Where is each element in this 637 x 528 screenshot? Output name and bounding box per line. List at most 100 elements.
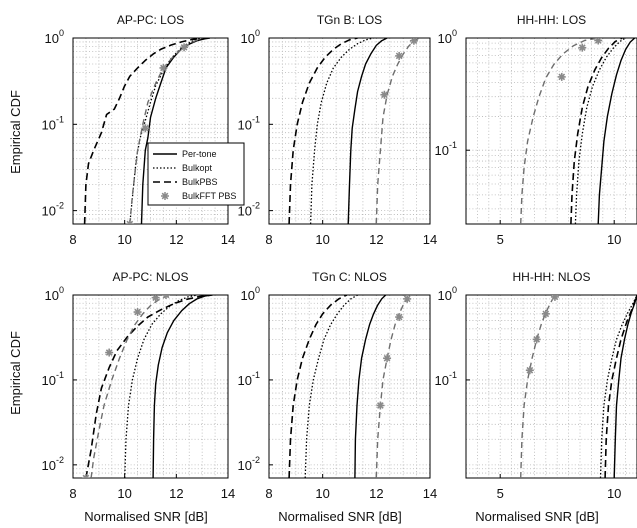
series-bulkpbs-line <box>570 38 623 224</box>
panel-title: AP-PC: NLOS <box>112 270 188 284</box>
series-bulkpbs-line <box>85 295 213 478</box>
x-tick-label: 10 <box>315 486 329 501</box>
x-tick-label: 14 <box>221 486 235 501</box>
panel-title: TGn C: NLOS <box>312 270 387 284</box>
y-tick-label: 10-2 <box>42 201 64 219</box>
axes-frame <box>465 294 637 479</box>
grid <box>73 38 228 224</box>
series-bulkpbs-line <box>288 38 358 224</box>
y-tick-label: 10-1 <box>435 140 457 158</box>
legend-label: Per-tone <box>182 149 217 159</box>
series-bulkfft-pbs-line <box>520 295 556 478</box>
panel-title: TGn B: LOS <box>317 13 382 27</box>
y-tick-label: 10-1 <box>42 370 64 388</box>
series-bulkfft-pbs-line <box>129 38 203 224</box>
x-tick-label: 12 <box>369 486 383 501</box>
x-tick-label: 14 <box>221 232 235 247</box>
y-tick-label: 100 <box>241 285 260 303</box>
panel-title: AP-PC: LOS <box>117 13 184 27</box>
x-axis-label-1: Normalised SNR [dB] <box>84 509 208 524</box>
bulkfft-pbs-marker <box>376 401 385 410</box>
series-bulkfft-pbs-line <box>375 38 420 224</box>
legend-item: Bulkopt <box>153 163 213 173</box>
series-bulkfft-pbs-line <box>375 295 412 478</box>
series-bulkopt-line <box>124 295 198 478</box>
grid <box>269 295 430 478</box>
y-tick-label: 10-1 <box>238 114 260 132</box>
x-tick-label: 10 <box>117 486 131 501</box>
panel-1: AP-PC: LOS 8 10 12 14 10-2 10-1 100 <box>42 13 236 247</box>
x-tick-label: 10 <box>607 486 621 501</box>
panel-title: HH-HH: NLOS <box>512 270 590 284</box>
legend-marker <box>161 192 169 200</box>
y-tick-label: 10-2 <box>42 455 64 473</box>
x-tick-label: 10 <box>607 232 621 247</box>
bulkfft-pbs-marker <box>395 51 404 60</box>
bulkfft-pbs-marker <box>125 220 134 224</box>
x-tick-label: 8 <box>69 232 76 247</box>
bulkfft-pbs-marker <box>162 295 170 299</box>
bulkfft-pbs-marker <box>383 354 392 363</box>
axes-frame <box>268 294 431 479</box>
legend: Per-tone Bulkopt BulkPBS BulkFFT PBS <box>147 142 245 206</box>
bulkfft-pbs-marker <box>541 309 550 318</box>
bulkfft-pbs-marker <box>380 90 389 99</box>
series-bulkfft-pbs-line <box>520 38 599 224</box>
x-tick-label: 10 <box>315 232 329 247</box>
y-axis-label-top: Empirical CDF <box>8 90 23 174</box>
x-tick-label: 14 <box>423 232 437 247</box>
series-per-tone-line <box>152 295 212 478</box>
legend-label: Bulkopt <box>182 163 213 173</box>
series-bulkopt-line <box>309 38 374 224</box>
x-tick-label: 5 <box>497 486 504 501</box>
x-tick-label: 12 <box>169 486 183 501</box>
x-tick-label: 12 <box>369 232 383 247</box>
bulkfft-pbs-marker <box>141 124 150 133</box>
x-tick-label: 5 <box>497 232 504 247</box>
bulkfft-pbs-marker <box>532 335 541 344</box>
axes-frame <box>72 37 229 225</box>
series-bulkopt-line <box>599 295 637 478</box>
y-axis-label-bottom: Empirical CDF <box>8 331 23 415</box>
y-tick-label: 100 <box>45 28 64 46</box>
bulkfft-pbs-marker <box>180 43 189 52</box>
x-tick-label: 10 <box>117 232 131 247</box>
series-bulkpbs-line <box>288 295 348 478</box>
panel-title: HH-HH: LOS <box>517 13 586 27</box>
axes-frame <box>72 294 229 479</box>
legend-item: BulkPBS <box>153 177 218 187</box>
x-tick-label: 8 <box>265 232 272 247</box>
series-bulkopt-line <box>129 38 202 224</box>
series-bulkopt-line <box>574 38 626 224</box>
y-tick-label: 100 <box>438 28 457 46</box>
legend-label: BulkPBS <box>182 177 218 187</box>
x-axis-label-2: Normalised SNR [dB] <box>278 509 402 524</box>
y-tick-label: 10-1 <box>42 114 64 132</box>
x-tick-label: 8 <box>265 486 272 501</box>
panel-3: HH-HH: LOS 5 10 10-1 100 <box>435 13 637 247</box>
bulkfft-pbs-marker <box>550 295 559 301</box>
bulkfft-pbs-marker <box>578 43 587 52</box>
x-tick-label: 14 <box>423 486 437 501</box>
panel-5: TGn C: NLOS 8 10 12 14 10-2 10-1 100 <box>238 270 438 501</box>
bulkfft-pbs-marker <box>81 474 90 478</box>
bulkfft-pbs-marker <box>133 308 142 317</box>
y-tick-label: 100 <box>45 285 64 303</box>
panel-4: AP-PC: NLOS 8 10 12 14 10-2 10-1 100 <box>42 270 236 501</box>
legend-item: BulkFFT PBS <box>161 191 236 201</box>
axes-frame <box>465 37 637 225</box>
bulkfft-pbs-marker <box>159 63 168 72</box>
series-bulkpbs-line <box>604 295 637 478</box>
grid <box>466 38 637 224</box>
grid <box>73 295 228 478</box>
y-tick-label: 10-2 <box>238 455 260 473</box>
x-axis-label-3: Normalised SNR [dB] <box>475 509 599 524</box>
bulkfft-pbs-marker <box>525 366 534 375</box>
bulkfft-pbs-marker <box>409 38 418 45</box>
series-per-tone-line <box>347 38 388 224</box>
panel-6: HH-HH: NLOS 5 10 10-1 100 <box>435 270 637 501</box>
y-tick-label: 10-1 <box>238 370 260 388</box>
bulkfft-pbs-marker <box>557 72 566 81</box>
y-tick-label: 10-1 <box>435 370 457 388</box>
panel-2: TGn B: LOS 8 10 12 14 10-2 10-1 100 <box>238 13 438 247</box>
